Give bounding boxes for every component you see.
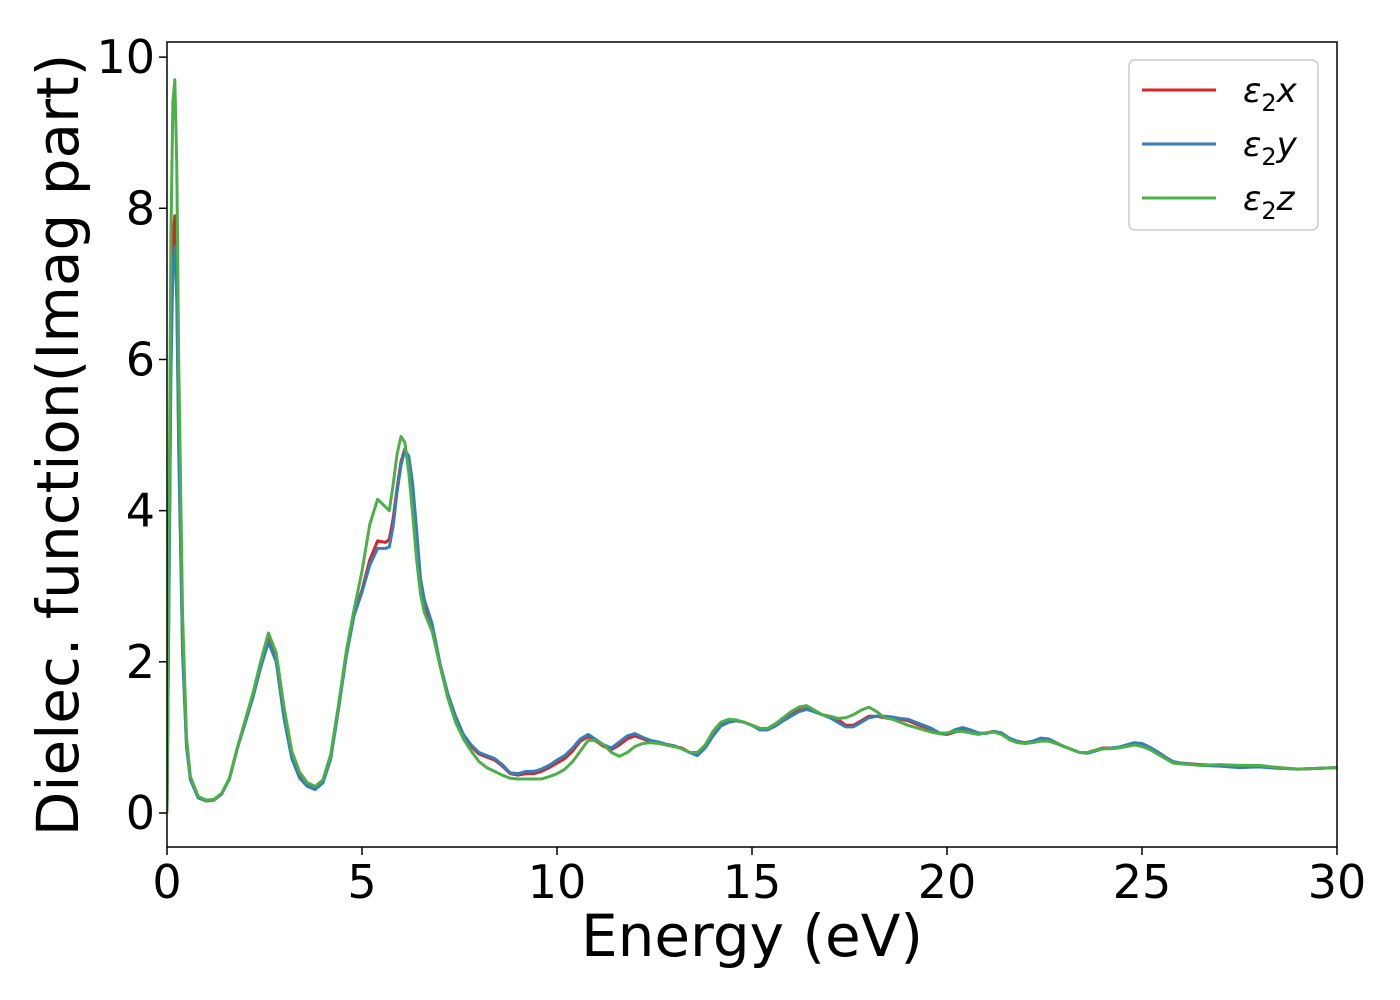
legend-label-2: ε2y (1243, 125, 1298, 171)
x-axis: 0 5 10 15 20 25 30 (152, 847, 1366, 909)
series-layer (167, 78, 1337, 814)
y-tick-label: 4 (126, 484, 155, 538)
y-axis-title: Dielec. function(Imag part) (24, 54, 92, 837)
x-tick-label: 15 (723, 855, 782, 909)
y-tick-label: 2 (126, 635, 155, 689)
x-tick-label: 0 (152, 855, 181, 909)
x-tick-label: 20 (918, 855, 977, 909)
legend: ε2x ε2y ε2z (1128, 59, 1319, 231)
y-tick-label: 8 (126, 181, 155, 235)
y-tick-label: 0 (126, 786, 155, 840)
legend-label-1: ε2x (1243, 71, 1298, 117)
legend-label-3: ε2z (1243, 179, 1296, 225)
x-tick-label: 5 (347, 855, 376, 909)
x-tick-label: 25 (1113, 855, 1172, 909)
series-line-3 (167, 78, 1337, 814)
legend-box (1128, 59, 1319, 231)
x-tick-label: 10 (528, 855, 587, 909)
y-tick-label: 6 (126, 332, 155, 386)
y-tick-label: 10 (96, 30, 155, 84)
series-line-1 (167, 214, 1337, 814)
x-tick-label: 30 (1308, 855, 1367, 909)
x-axis-title: Energy (eV) (581, 902, 923, 970)
y-axis: 0 2 4 6 8 10 (96, 30, 167, 840)
series-line-2 (167, 244, 1337, 814)
